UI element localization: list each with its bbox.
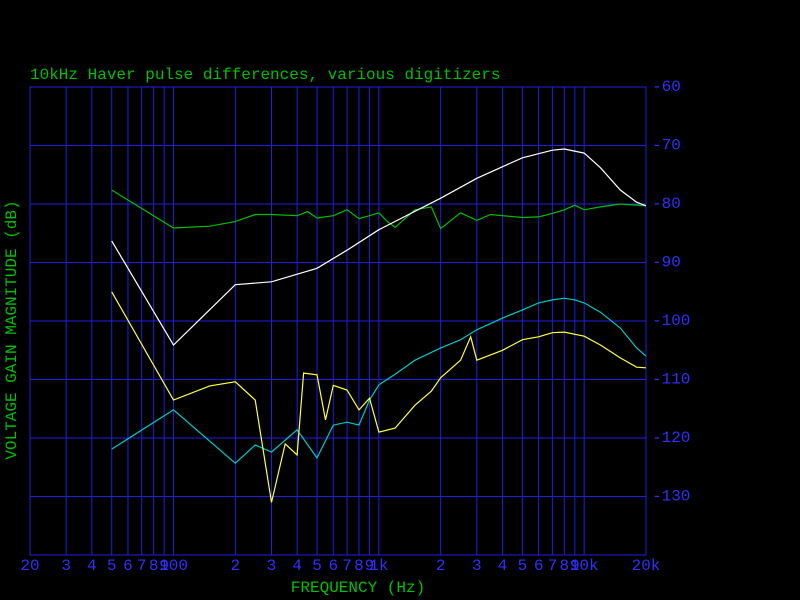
x-tick-label: 7 <box>342 557 352 575</box>
x-tick-label: 9 <box>159 557 169 575</box>
x-tick-label: 6 <box>534 557 544 575</box>
x-tick-label: 8 <box>559 557 569 575</box>
x-tick-label: 100 <box>159 557 188 575</box>
x-tick-label: 4 <box>292 557 302 575</box>
x-tick-label: 8 <box>149 557 159 575</box>
y-tick-label: -130 <box>652 488 690 506</box>
x-tick-label: 8 <box>354 557 364 575</box>
series-line <box>111 297 647 465</box>
y-tick-label: -60 <box>652 78 681 96</box>
x-tick-label: 20 <box>20 557 39 575</box>
x-axis-label: FREQUENCY (Hz) <box>291 579 425 597</box>
x-tick-label: 2 <box>231 557 241 575</box>
x-tick-label: 5 <box>312 557 322 575</box>
x-tick-label: 10k <box>570 557 599 575</box>
series-line <box>111 148 647 346</box>
y-tick-label: -90 <box>652 254 681 272</box>
x-tick-label: 7 <box>548 557 558 575</box>
x-tick-label: 3 <box>61 557 71 575</box>
x-tick-label: 2 <box>436 557 446 575</box>
x-tick-label: 6 <box>328 557 338 575</box>
x-tick-label: 4 <box>498 557 508 575</box>
y-tick-label: -100 <box>652 312 690 330</box>
y-tick-label: -120 <box>652 429 690 447</box>
x-tick-label: 6 <box>123 557 133 575</box>
y-tick-label: -80 <box>652 195 681 213</box>
x-tick-label: 9 <box>365 557 375 575</box>
x-tick-label: 1k <box>369 557 388 575</box>
x-tick-label: 20k <box>632 557 661 575</box>
series-line <box>111 291 647 503</box>
x-tick-label: 3 <box>267 557 277 575</box>
x-tick-label: 4 <box>87 557 97 575</box>
x-tick-label: 5 <box>107 557 117 575</box>
x-tick-label: 3 <box>472 557 482 575</box>
series-line <box>111 189 647 230</box>
y-axis-label: VOLTAGE GAIN MAGNITUDE (dB) <box>3 200 21 459</box>
x-tick-label: 5 <box>518 557 528 575</box>
x-tick-label: 7 <box>137 557 147 575</box>
x-tick-label: 9 <box>570 557 580 575</box>
chart-title: 10kHz Haver pulse differences, various d… <box>30 66 500 84</box>
y-tick-label: -110 <box>652 371 690 389</box>
y-tick-label: -70 <box>652 137 681 155</box>
